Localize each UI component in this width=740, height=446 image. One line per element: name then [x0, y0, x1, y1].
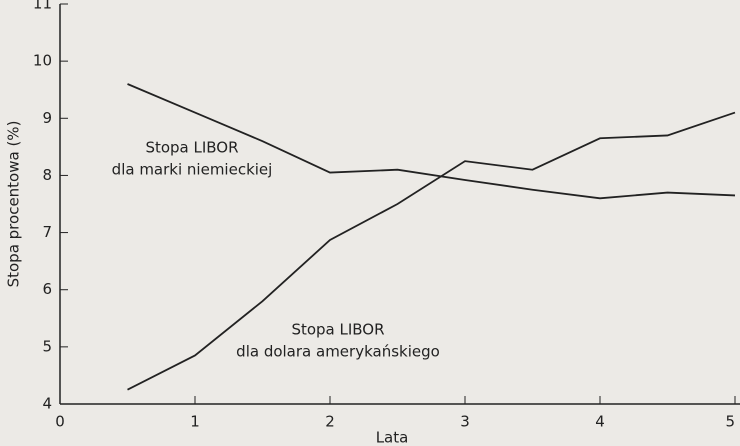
y-tick-label: 6: [42, 280, 52, 298]
y-tick-label: 9: [42, 109, 52, 127]
x-tick-label: 3: [460, 413, 470, 431]
x-tick-label: 0: [55, 413, 65, 431]
x-axis-label: Lata: [376, 429, 409, 446]
y-tick-label: 10: [33, 52, 52, 70]
x-tick-label: 4: [595, 413, 605, 431]
y-tick-label: 8: [42, 166, 52, 184]
annotation: Stopa LIBOR: [291, 321, 384, 339]
y-axis-label: Stopa procentowa (%): [5, 121, 23, 288]
y-tick-label: 7: [42, 223, 52, 241]
annotation: dla marki niemieckiej: [112, 161, 273, 179]
x-tick-label: 1: [190, 413, 200, 431]
y-tick-label: 11: [33, 0, 52, 13]
series-line: [127, 83, 736, 200]
x-tick-label: 5: [725, 413, 735, 431]
annotation: Stopa LIBOR: [145, 139, 238, 157]
annotation: dla dolara amerykańskiego: [236, 343, 440, 361]
y-tick-label: 4: [42, 395, 52, 413]
series-line: [127, 111, 736, 391]
y-tick-label: 5: [42, 337, 52, 355]
x-tick-label: 2: [325, 413, 335, 431]
